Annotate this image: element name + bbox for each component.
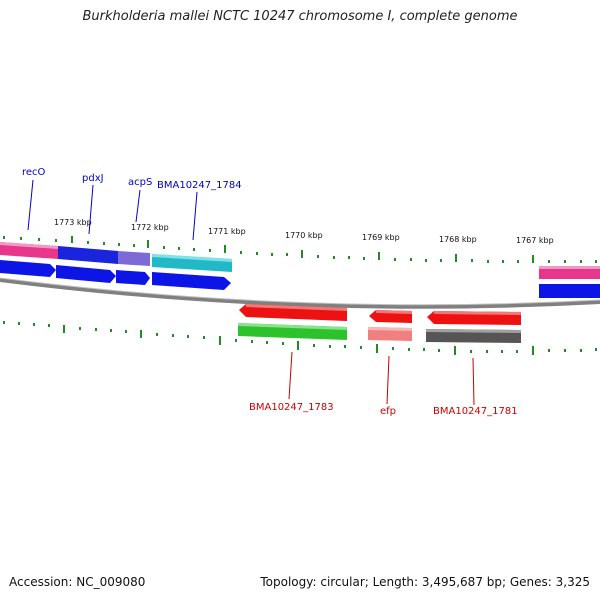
- bottom-leader-lines: [288, 351, 475, 406]
- tick-label: 1772 kbp: [131, 223, 169, 232]
- tick-label: 1767 kbp: [516, 236, 554, 245]
- accession-text: Accession: NC_009080: [9, 575, 146, 589]
- chromosome-backbone: [0, 278, 600, 309]
- gene-label-BMA10247-1783[interactable]: BMA10247_1783: [249, 402, 334, 413]
- cds-arrow[interactable]: [0, 260, 56, 277]
- map-title: Burkholderia mallei NCTC 10247 chromosom…: [82, 9, 518, 24]
- reverse-color-track: [238, 323, 521, 343]
- cds-arrow[interactable]: [56, 265, 116, 283]
- tick-label: 1770 kbp: [285, 231, 323, 240]
- gene-label-BMA10247-1781[interactable]: BMA10247_1781: [433, 406, 518, 417]
- top-leader-lines: [27, 179, 198, 241]
- reverse-cds-track: [239, 304, 521, 325]
- tick-label: 1769 kbp: [362, 233, 400, 242]
- gene-label-BMA10247-1784[interactable]: BMA10247_1784: [157, 180, 242, 191]
- gene-block-right-pink[interactable]: [539, 266, 600, 279]
- gene-block-pdxJ[interactable]: [58, 246, 118, 264]
- gene-block-acpS[interactable]: [118, 251, 150, 266]
- gene-label-pdxJ[interactable]: pdxJ: [82, 173, 104, 184]
- gene-label-acpS[interactable]: acpS: [128, 177, 152, 188]
- tick-label: 1771 kbp: [208, 227, 246, 236]
- topology-text: Topology: circular; Length: 3,495,687 bp…: [260, 575, 590, 589]
- gene-label-recO[interactable]: recO: [22, 167, 46, 178]
- forward-cds-track: [0, 260, 600, 298]
- tick-label: 1773 kbp: [54, 218, 92, 227]
- cds-arrow[interactable]: [116, 270, 150, 285]
- gene-label-efp[interactable]: efp: [380, 406, 396, 417]
- upper-tick-scale: [3, 236, 597, 263]
- tick-label: 1768 kbp: [439, 235, 477, 244]
- cds-arrow[interactable]: [152, 272, 231, 290]
- cds-arrow[interactable]: [539, 284, 600, 298]
- forward-color-track: [0, 242, 600, 279]
- lower-tick-scale: [3, 321, 597, 355]
